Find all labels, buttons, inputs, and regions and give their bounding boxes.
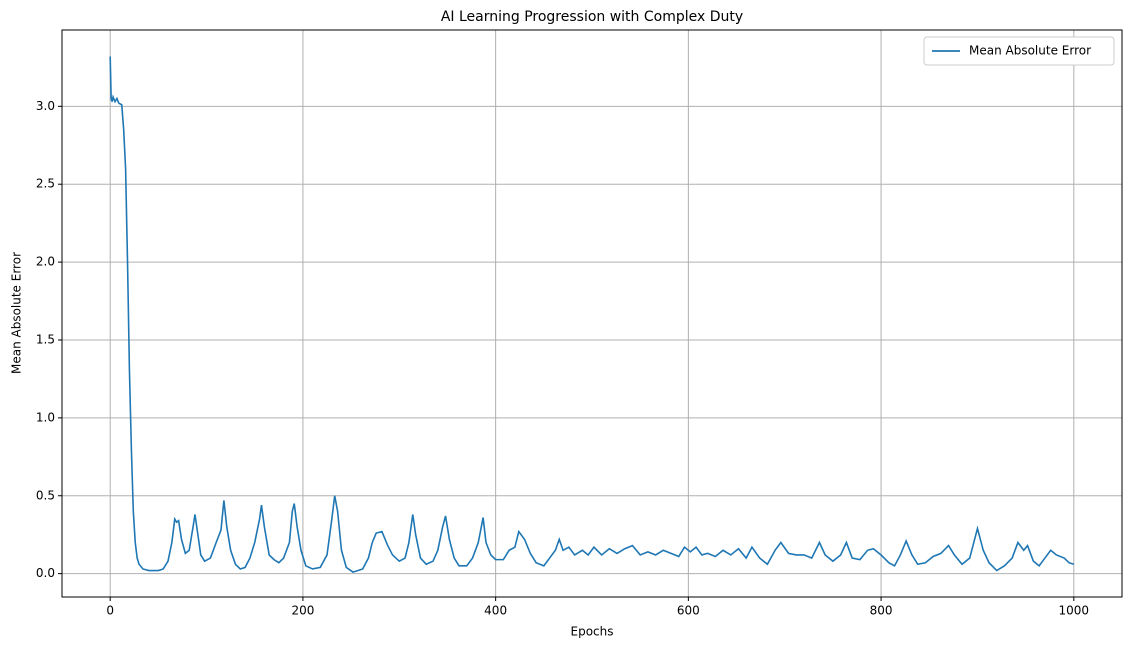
data-line [109, 56, 1075, 573]
y-tick-label: 3.0 [36, 99, 55, 113]
y-tick-label: 2.0 [36, 255, 55, 269]
x-tick-label: 600 [677, 604, 700, 618]
y-tick-label: 1.5 [36, 332, 55, 346]
y-tick-label: 0.0 [36, 566, 55, 580]
y-axis-label: Mean Absolute Error [10, 252, 24, 374]
y-tick-label: 0.5 [36, 488, 55, 502]
x-tick-label: 200 [291, 604, 314, 618]
x-axis-label: Epochs [571, 625, 614, 639]
x-tick-label: 400 [484, 604, 507, 618]
legend-label: Mean Absolute Error [969, 44, 1091, 58]
y-tick-label: 1.0 [36, 410, 55, 424]
x-tick-label: 0 [106, 604, 114, 618]
legend-box [923, 36, 1115, 66]
x-tick-label: 1000 [1059, 604, 1090, 618]
y-tick-label: 2.5 [36, 177, 55, 191]
plot-frame [61, 29, 1123, 598]
x-tick-label: 800 [870, 604, 893, 618]
chart-title: AI Learning Progression with Complex Dut… [441, 9, 743, 25]
